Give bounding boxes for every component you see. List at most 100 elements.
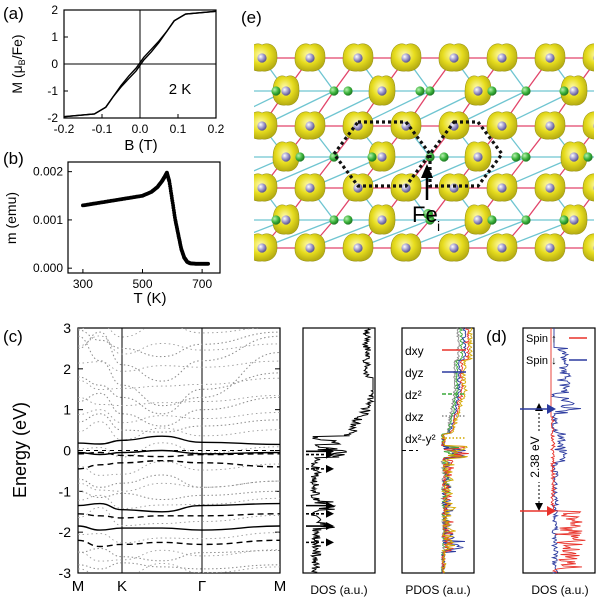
panel-b-label: (b) <box>3 149 24 168</box>
band-dashed <box>78 513 280 519</box>
panel-d: (d) Spin ↑ Spin ↓ 2.38 eV DOS (a.u.) <box>486 327 596 597</box>
band-ytick-label: -1 <box>59 483 72 499</box>
fe-atom <box>401 183 411 193</box>
band-solid <box>78 449 280 456</box>
pdos-legend-label: dyz <box>405 366 424 380</box>
dos-arrow-dashed-head <box>326 538 334 547</box>
band-dotted <box>78 394 280 407</box>
fe-atom <box>305 243 315 253</box>
band-dotted <box>78 547 280 562</box>
dos-arrow-dashed-head <box>326 509 334 518</box>
bond <box>214 220 238 248</box>
panel-b-frame <box>67 161 221 274</box>
bond <box>214 58 238 91</box>
dos-curve <box>309 328 375 574</box>
bond <box>214 91 238 126</box>
ge-atom <box>329 215 339 225</box>
fe-atom <box>449 53 459 63</box>
ge-atom <box>521 152 531 162</box>
band-dotted <box>78 421 280 441</box>
band-dotted <box>78 377 280 390</box>
magnetization-point <box>206 261 211 266</box>
fe-atom <box>449 121 459 131</box>
pdos-curve <box>440 327 474 574</box>
ge-atom <box>559 86 569 96</box>
ge-atom <box>271 86 281 96</box>
ge-atom <box>343 86 353 96</box>
fe-atom <box>497 121 507 131</box>
ge-atom <box>425 86 435 96</box>
band-dotted <box>78 474 280 488</box>
fe-atom <box>257 53 267 63</box>
ge-atom <box>521 86 531 96</box>
pdos-legend-label: dz² <box>405 388 422 402</box>
fe-atom <box>569 215 579 225</box>
panel-a-xtick-label: 0.1 <box>170 122 187 136</box>
fe-atom <box>257 183 267 193</box>
spin-density-lobe <box>199 44 229 71</box>
band-dotted <box>78 490 280 501</box>
panel-b-ytick-label: 0.001 <box>33 213 63 227</box>
pdos-legend-label: dxy <box>405 344 424 358</box>
band-dotted <box>78 461 280 476</box>
band-ytick-label: -3 <box>59 565 72 581</box>
fe-atom <box>449 183 459 193</box>
panel-a-xtick-label: 0.2 <box>208 122 225 136</box>
fe-atom <box>593 185 594 191</box>
fe-atom <box>497 243 507 253</box>
gap-arrow-down <box>520 506 556 516</box>
panel-a-xlabel: B (T) <box>124 137 157 154</box>
band-solid <box>78 525 280 531</box>
fe-atom <box>569 152 579 162</box>
band-dotted <box>78 442 280 458</box>
spin-density-lobe <box>199 174 229 201</box>
spin-legend-label: Spin ↑ <box>526 333 557 345</box>
spin-density-lobe <box>582 111 594 140</box>
band-ytick-label: 3 <box>63 320 71 336</box>
dos-arrow-solid-head <box>326 522 334 531</box>
ge-atom <box>511 152 521 162</box>
panel-a-ylabel: M (μB/Fe) <box>9 34 27 93</box>
fe-atom <box>545 183 555 193</box>
ge-atom <box>415 86 425 96</box>
ge-atom <box>233 86 242 95</box>
dos-arrow-dashed-head <box>326 450 334 459</box>
fe-atom <box>449 243 459 253</box>
panel-a-ytick-label: 2 <box>51 3 58 17</box>
kpoint-label: M <box>72 578 85 595</box>
ge-atom <box>329 86 339 96</box>
panel-a-xtick-label: -0.1 <box>92 122 113 136</box>
bond <box>190 58 214 91</box>
fe-atom <box>473 152 483 162</box>
band-dotted <box>78 563 280 573</box>
fe-atom <box>377 152 387 162</box>
band-dotted <box>78 335 280 407</box>
kpoint-label: M <box>274 578 287 595</box>
ge-atom <box>295 152 305 162</box>
fe-atom <box>569 86 579 96</box>
fe-atom <box>305 183 315 193</box>
panel-dos: DOS (a.u.) <box>302 327 376 597</box>
band-ytick-label: 2 <box>63 361 71 377</box>
band-dotted <box>78 532 280 544</box>
ge-atom <box>583 152 593 162</box>
ge-atom <box>343 215 353 225</box>
fe-atom <box>257 243 267 253</box>
fe-atom <box>281 215 291 225</box>
panel-a-ytick-label: -1 <box>47 84 58 98</box>
defect-sub: i <box>437 218 440 234</box>
panel-b-ylabel: m (emu) <box>3 192 19 244</box>
fe-atom <box>209 243 218 252</box>
hysteresis-branch <box>63 10 217 118</box>
band-solid <box>78 502 280 513</box>
spin-density-lobe <box>199 234 229 261</box>
dotted-hexagon-left <box>332 120 432 188</box>
panel-a-xtick-label: 0.0 <box>132 122 149 136</box>
band-dotted <box>78 507 280 527</box>
spin-density-lobe <box>582 173 594 202</box>
panel-a: (a) -0.2 -0.1 0.0 0.1 0.2 -2 -1 0 1 2 2 K B (T) M… <box>3 3 225 154</box>
band-ylabel: Energy (eV) <box>10 402 30 498</box>
